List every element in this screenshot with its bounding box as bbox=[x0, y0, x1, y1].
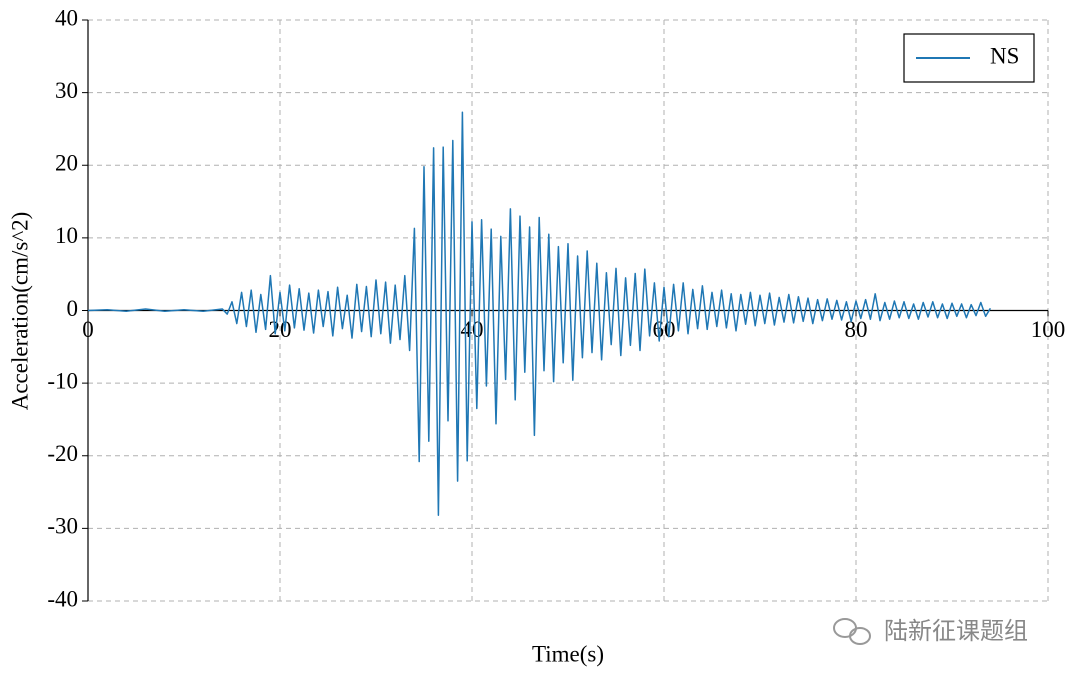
x-tick-label: 80 bbox=[845, 317, 868, 342]
watermark-icon bbox=[833, 618, 871, 645]
x-tick-label: 20 bbox=[269, 317, 292, 342]
y-tick-label: -20 bbox=[47, 441, 78, 466]
x-tick-label: 100 bbox=[1031, 317, 1066, 342]
y-tick-label: 0 bbox=[67, 296, 79, 321]
legend-label: NS bbox=[990, 43, 1019, 68]
x-tick-label: 40 bbox=[461, 317, 484, 342]
x-axis-label: Time(s) bbox=[532, 641, 604, 666]
x-tick-label: 60 bbox=[653, 317, 676, 342]
y-tick-label: 10 bbox=[55, 223, 78, 248]
legend: NS bbox=[903, 33, 1035, 83]
y-tick-label: -30 bbox=[47, 514, 78, 539]
y-tick-label: 40 bbox=[55, 5, 78, 30]
y-axis-label: Acceleration(cm/s^2) bbox=[7, 212, 32, 411]
y-tick-label: 20 bbox=[55, 151, 78, 176]
data-line bbox=[87, 111, 992, 517]
watermark: 陆新征课题组 bbox=[884, 617, 1028, 645]
y-tick-label: 30 bbox=[55, 78, 78, 103]
y-tick-label: -40 bbox=[47, 586, 78, 611]
y-tick-label: -10 bbox=[47, 368, 78, 393]
